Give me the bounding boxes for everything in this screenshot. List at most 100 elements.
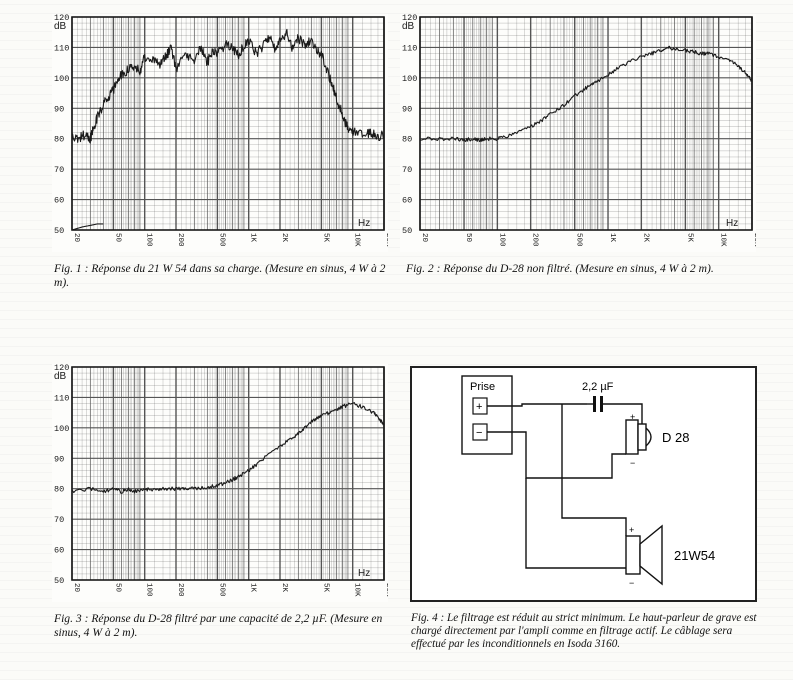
x-tick-label: 1K bbox=[608, 233, 616, 243]
x-tick-label: 500 bbox=[575, 233, 583, 247]
y-tick-label: 60 bbox=[54, 196, 64, 206]
tweeter-magnet bbox=[637, 423, 647, 451]
x-tick-label: 500 bbox=[217, 583, 225, 597]
capacitor-label: 2,2 µF bbox=[582, 381, 614, 393]
x-tick-label: 10K bbox=[353, 583, 361, 597]
chart-background bbox=[52, 14, 388, 252]
y-tick-label: 90 bbox=[402, 104, 412, 114]
x-axis-label: Hz bbox=[726, 218, 738, 229]
x-tick-label: 5K bbox=[685, 233, 693, 243]
figure-1-chart: 50 60 70 80 90 100 110 120 dB 20 50 100 200 500 1K 2K 5K… bbox=[52, 14, 388, 252]
x-tick-label: 200 bbox=[176, 583, 184, 597]
x-tick-label: 200 bbox=[531, 233, 539, 247]
x-tick-label: 100 bbox=[497, 233, 505, 247]
x-tick-label: 50 bbox=[464, 233, 472, 243]
y-tick-label: 80 bbox=[54, 485, 64, 495]
x-tick-label: 20 bbox=[72, 233, 80, 243]
x-tick-label: 1K bbox=[249, 583, 257, 593]
y-tick-label: 110 bbox=[54, 393, 69, 403]
wire-minus-to-tweeter bbox=[487, 431, 626, 479]
x-tick-label: 20K bbox=[384, 583, 388, 597]
x-axis-label: Hz bbox=[358, 568, 370, 579]
y-tick-label: 80 bbox=[402, 135, 412, 145]
tweeter-label: D 28 bbox=[662, 430, 689, 445]
plot-frame bbox=[71, 366, 385, 581]
x-tick-label: 50 bbox=[113, 583, 121, 593]
y-tick-label: 120 bbox=[54, 364, 69, 373]
minus-terminal-sign: − bbox=[476, 427, 482, 439]
woofer-cone bbox=[639, 524, 663, 586]
y-axis-label: dB bbox=[402, 21, 415, 32]
x-axis-label: Hz bbox=[358, 218, 370, 229]
wire-plus-to-woofer bbox=[561, 404, 627, 536]
x-tick-label: 100 bbox=[145, 583, 153, 597]
y-tick-label: 100 bbox=[402, 74, 417, 84]
y-tick-label: 60 bbox=[402, 196, 412, 206]
x-tick-label: 20 bbox=[72, 583, 80, 593]
figure-2-caption: Fig. 2 : Réponse du D-28 non filtré. (Me… bbox=[406, 262, 714, 275]
x-tick-label: 100 bbox=[145, 233, 153, 247]
prise-box bbox=[461, 375, 513, 455]
x-tick-label: 10K bbox=[353, 233, 361, 247]
x-tick-label: 500 bbox=[217, 233, 225, 247]
y-tick-label: 120 bbox=[402, 14, 417, 23]
plot-frame bbox=[71, 16, 385, 231]
x-tick-label: 2K bbox=[280, 583, 288, 593]
y-tick-label: 70 bbox=[54, 515, 64, 525]
x-tick-label: 10K bbox=[719, 233, 727, 247]
figure-4-schematic: Prise + − 2,2 µF + − D 28 + − 21W54 bbox=[410, 366, 757, 602]
schematic-svg: Prise + − 2,2 µF + − D 28 + − 21W54 bbox=[461, 375, 715, 588]
woofer-body bbox=[625, 535, 641, 575]
y-tick-label: 120 bbox=[54, 14, 69, 23]
plot-frame bbox=[419, 16, 753, 231]
y-tick-label: 110 bbox=[54, 43, 69, 53]
x-tick-label: 1K bbox=[249, 233, 257, 243]
x-tick-label: 2K bbox=[280, 233, 288, 243]
y-tick-label: 50 bbox=[54, 576, 64, 586]
x-tick-label: 2K bbox=[641, 233, 649, 243]
capacitor-plate-a bbox=[593, 396, 596, 412]
figure-3-chart: 50 60 70 80 90 100 110 120 dB 20 50 100 200 500 1K 2K 5K… bbox=[52, 364, 388, 602]
capacitor-plate-b bbox=[600, 396, 603, 412]
y-tick-label: 50 bbox=[54, 226, 64, 236]
prise-label: Prise bbox=[470, 381, 495, 393]
figure-3-caption: Fig. 3 : Réponse du D-28 filtré par une … bbox=[54, 612, 383, 639]
y-axis-label: dB bbox=[54, 371, 67, 382]
tweeter-plus-sign: + bbox=[630, 412, 635, 422]
y-tick-label: 80 bbox=[54, 135, 64, 145]
y-tick-label: 90 bbox=[54, 454, 64, 464]
response-curve bbox=[71, 223, 104, 231]
wire-plus-to-cap bbox=[487, 403, 587, 407]
woofer-plus-sign: + bbox=[629, 525, 634, 535]
wire-minus-to-woofer bbox=[525, 478, 626, 569]
y-tick-label: 50 bbox=[402, 226, 412, 236]
response-curve bbox=[71, 402, 385, 494]
y-tick-label: 90 bbox=[54, 104, 64, 114]
tweeter-body bbox=[625, 419, 639, 455]
x-tick-label: 20 bbox=[420, 233, 428, 243]
woofer-minus-sign: − bbox=[629, 578, 634, 588]
figure-1-caption: Fig. 1 : Réponse du 21 W 54 dans sa char… bbox=[54, 262, 386, 289]
x-tick-label: 50 bbox=[113, 233, 121, 243]
y-tick-label: 70 bbox=[402, 165, 412, 175]
y-tick-label: 100 bbox=[54, 74, 69, 84]
y-tick-label: 60 bbox=[54, 546, 64, 556]
x-tick-label: 5K bbox=[321, 583, 329, 593]
x-tick-label: 200 bbox=[176, 233, 184, 247]
tweeter-dome bbox=[645, 427, 652, 447]
y-tick-label: 110 bbox=[402, 43, 417, 53]
woofer-label: 21W54 bbox=[674, 548, 715, 563]
figure-4-caption: Fig. 4 : Le filtrage est réduit au stric… bbox=[411, 612, 757, 651]
x-tick-label: 20K bbox=[752, 233, 756, 247]
response-curve bbox=[419, 45, 753, 143]
y-axis-label: dB bbox=[54, 21, 67, 32]
y-tick-label: 70 bbox=[54, 165, 64, 175]
plus-terminal-sign: + bbox=[476, 401, 482, 413]
figure-2-chart: 50 60 70 80 90 100 110 120 dB 20 50 100 200 500 1K 2K 5K… bbox=[400, 14, 756, 252]
response-curve bbox=[71, 28, 385, 144]
x-tick-label: 20K bbox=[384, 233, 388, 247]
y-tick-label: 100 bbox=[54, 424, 69, 434]
